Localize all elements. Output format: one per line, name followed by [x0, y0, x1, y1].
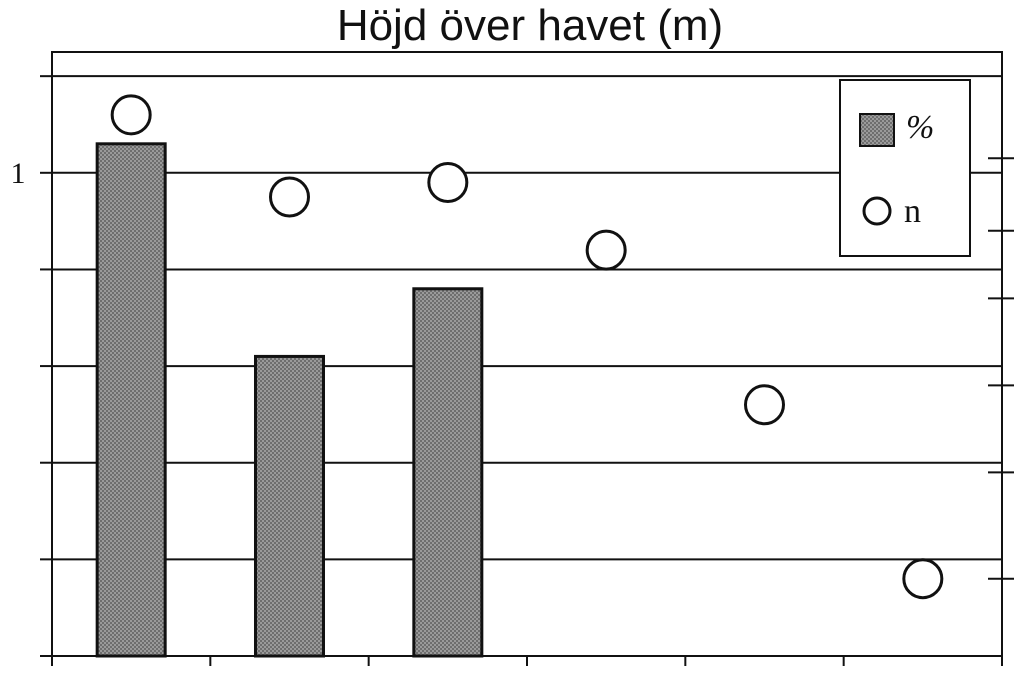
point-series [110, 94, 944, 600]
legend: % n [839, 79, 971, 257]
legend-bar-swatch [859, 113, 895, 147]
chart-title: Höjd över havet (m) [337, 1, 723, 50]
axes: 1 [11, 75, 1014, 666]
bar [412, 287, 484, 658]
data-point [744, 384, 785, 426]
bar [254, 354, 325, 658]
data-point [902, 558, 944, 600]
legend-circle-swatch [862, 196, 892, 226]
data-point [427, 161, 469, 203]
grid-lines [52, 75, 1002, 561]
bar [95, 142, 167, 658]
y-tick-label: 1 [11, 157, 26, 190]
data-point [585, 229, 627, 271]
bar-series [95, 142, 484, 658]
data-point [110, 94, 152, 136]
legend-label-n: n [904, 193, 921, 230]
data-point [269, 176, 310, 218]
legend-box [839, 79, 971, 257]
legend-label-percent: % [906, 109, 934, 146]
